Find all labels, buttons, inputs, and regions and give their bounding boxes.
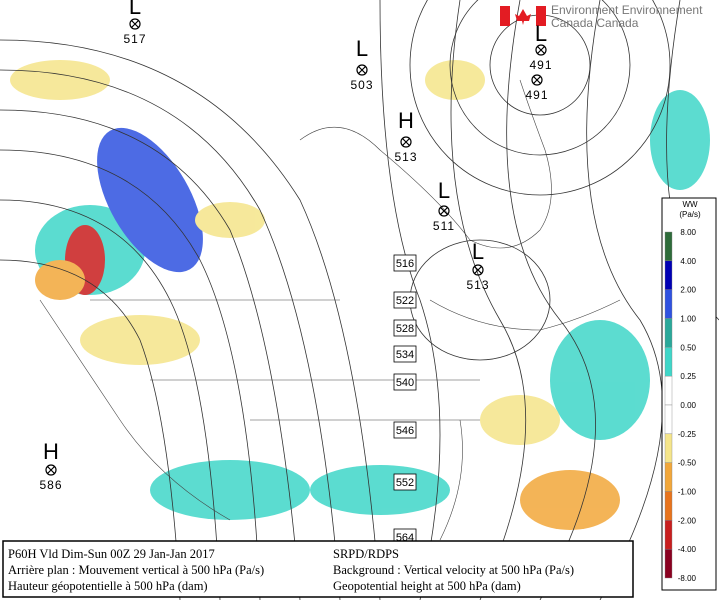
legend-label: 2.00 bbox=[680, 286, 696, 295]
legend-label: -2.00 bbox=[678, 516, 697, 525]
center-letter: L bbox=[129, 0, 141, 19]
center-letter: H bbox=[43, 439, 59, 464]
contour-label-box bbox=[393, 373, 417, 391]
legend-label: 0.00 bbox=[680, 401, 696, 410]
legend-swatch bbox=[664, 548, 673, 579]
legend-label: 4.00 bbox=[680, 257, 696, 266]
center-letter: L bbox=[438, 178, 450, 203]
center-symbol bbox=[45, 464, 57, 476]
legend-swatch bbox=[664, 404, 673, 435]
center-symbol bbox=[358, 66, 366, 74]
logo-text: Environment Environnement bbox=[551, 3, 703, 17]
center-value: 491 bbox=[529, 58, 552, 72]
contour-label: 534 bbox=[396, 349, 414, 361]
legend-swatch bbox=[664, 491, 673, 521]
legend-swatch bbox=[664, 375, 673, 406]
legend-swatch bbox=[664, 318, 673, 348]
contour-label: 540 bbox=[396, 377, 414, 389]
legend-label: 1.00 bbox=[680, 315, 696, 324]
legend-swatch bbox=[664, 462, 673, 492]
logo-text: Canada Canada bbox=[551, 16, 639, 30]
center-symbol bbox=[47, 466, 55, 474]
center-letter: L bbox=[356, 36, 368, 61]
center-value: 511 bbox=[433, 219, 455, 233]
center-symbol bbox=[440, 207, 448, 215]
center-value: 491 bbox=[525, 88, 548, 102]
center-symbol bbox=[535, 44, 547, 56]
caption-text: Geopotential height at 500 hPa (dam) bbox=[333, 579, 521, 593]
contour-label-box bbox=[393, 421, 417, 439]
vertical-velocity-patches bbox=[10, 60, 710, 530]
caption: P60H Vld Dim-Sun 00Z 29 Jan-Jan 2017 Arr… bbox=[2, 540, 634, 598]
legend-label: -4.00 bbox=[678, 545, 697, 554]
center-symbol bbox=[438, 205, 450, 217]
legend-label: 0.50 bbox=[680, 343, 696, 352]
geography bbox=[39, 79, 621, 541]
legend: WW (Pa/s) 8.00 4.00 2.00 1.00 0.50 0.25 0.00 -0… bbox=[661, 197, 717, 591]
legend-label: -0.25 bbox=[678, 430, 697, 439]
caption-text: Background : Vertical velocity at 500 hP… bbox=[333, 563, 574, 577]
center-symbol bbox=[474, 266, 482, 274]
pressure-centers: L 517 L 503 L 491 H 513 L 511 L 513 H 586 491 bbox=[39, 0, 552, 492]
center-symbol bbox=[400, 136, 412, 148]
contour-label: 546 bbox=[396, 425, 414, 437]
center-symbol bbox=[531, 74, 543, 86]
contour-label-box bbox=[393, 319, 417, 337]
center-letter: L bbox=[472, 239, 484, 264]
contour-label: 552 bbox=[396, 477, 414, 489]
center-symbol bbox=[131, 20, 139, 28]
center-value: 517 bbox=[123, 32, 146, 46]
center-value: 513 bbox=[466, 278, 489, 292]
legend-swatch bbox=[664, 289, 673, 319]
center-symbol bbox=[472, 264, 484, 276]
center-symbol bbox=[537, 46, 545, 54]
legend-swatch bbox=[664, 433, 673, 463]
center-letter: H bbox=[398, 108, 414, 133]
contour-label-box bbox=[393, 254, 417, 272]
legend-unit: (Pa/s) bbox=[679, 210, 701, 219]
contour-label: 516 bbox=[396, 258, 414, 270]
legend-label: -1.00 bbox=[678, 488, 697, 497]
legend-label: -8.00 bbox=[678, 574, 697, 583]
center-symbol bbox=[533, 76, 541, 84]
center-symbol bbox=[356, 64, 368, 76]
center-symbol bbox=[129, 18, 141, 30]
contour-label: 528 bbox=[396, 323, 414, 335]
contour-label-box bbox=[393, 345, 417, 363]
center-value: 503 bbox=[350, 78, 373, 92]
legend-swatch bbox=[664, 520, 673, 550]
contour-label-box bbox=[393, 291, 417, 309]
caption-text: Hauteur géopotentielle à 500 hPa (dam) bbox=[8, 579, 208, 593]
legend-label: 8.00 bbox=[680, 228, 696, 237]
center-letter: L bbox=[535, 21, 547, 46]
center-value: 513 bbox=[394, 150, 417, 164]
legend-swatch bbox=[664, 260, 673, 290]
caption-text: Arrière plan : Mouvement vertical à 500 … bbox=[8, 563, 264, 577]
center-symbol bbox=[402, 138, 410, 146]
contour-label: 522 bbox=[396, 295, 414, 307]
legend-swatch bbox=[664, 231, 673, 262]
legend-swatch bbox=[664, 347, 673, 377]
legend-title: WW bbox=[682, 200, 698, 209]
legend-label: 0.25 bbox=[680, 372, 696, 381]
caption-text: SRPD/RDPS bbox=[333, 547, 399, 561]
center-value: 586 bbox=[39, 478, 62, 492]
caption-text: P60H Vld Dim-Sun 00Z 29 Jan-Jan 2017 bbox=[8, 547, 215, 561]
contour-label-box bbox=[393, 473, 417, 491]
legend-label: -0.50 bbox=[678, 459, 697, 468]
logo: Environment Environnement Canada Canada bbox=[500, 3, 703, 30]
